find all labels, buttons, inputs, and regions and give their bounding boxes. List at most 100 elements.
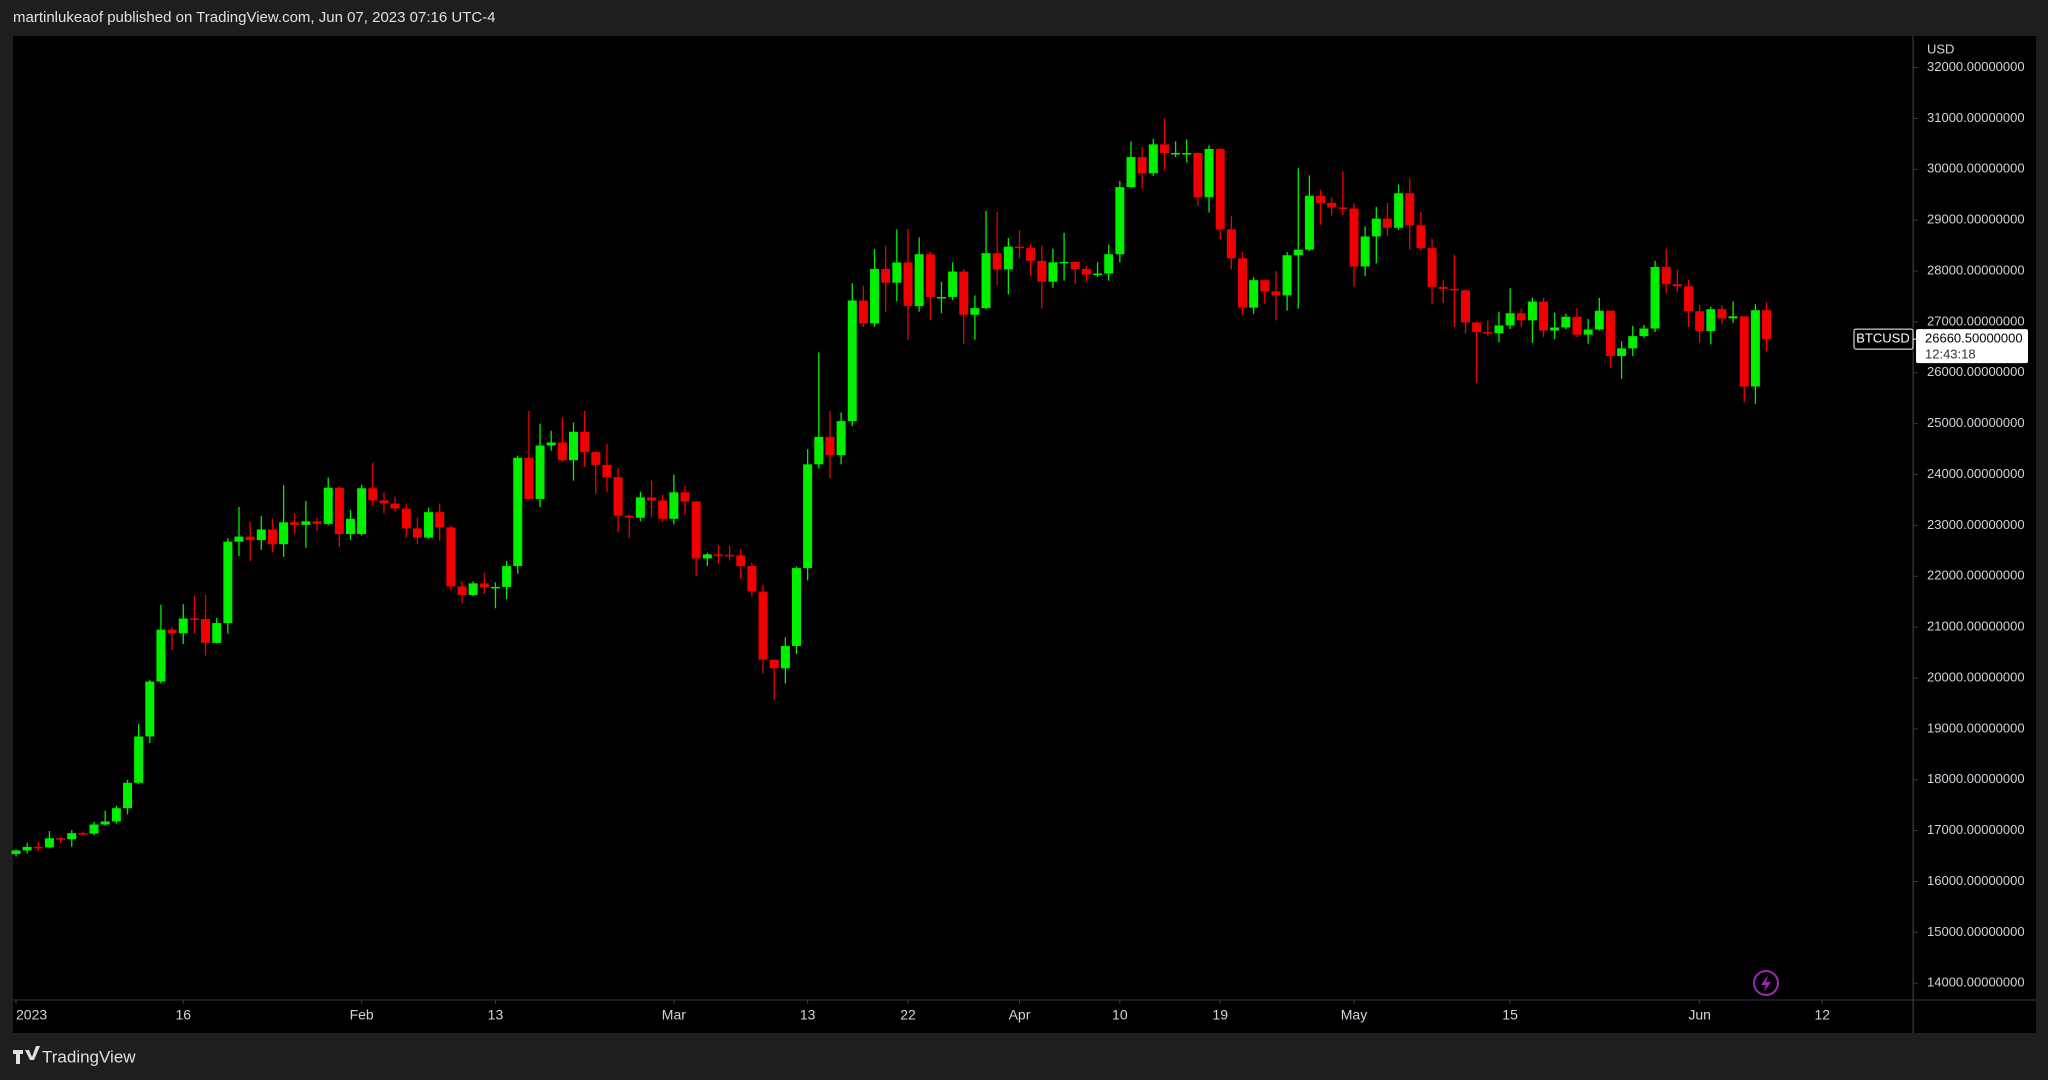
last-price-label: 26660.50000000 (1925, 331, 2023, 346)
candle-body (435, 512, 445, 528)
candle-body (123, 782, 132, 809)
candle-body (1081, 268, 1091, 275)
y-tick-label: 17000.00000000 (1927, 822, 2025, 837)
candle-body (792, 568, 801, 646)
candle-body (647, 497, 657, 501)
candle-body (479, 583, 489, 588)
candle-body (1215, 148, 1225, 230)
candle-body (1594, 310, 1604, 330)
x-tick-label: May (1341, 1007, 1367, 1023)
candle-body (1260, 280, 1270, 292)
candle-body (1015, 246, 1024, 249)
candle-body (1438, 286, 1448, 289)
candle-body (1159, 144, 1169, 154)
lightning-icon[interactable] (1753, 970, 1779, 996)
candle-body (1527, 301, 1537, 321)
y-tick-label: 27000.00000000 (1927, 313, 2025, 328)
candle-body (89, 824, 99, 834)
y-tick-label: 21000.00000000 (1927, 619, 2025, 634)
candle-body (1238, 258, 1247, 308)
candle-body (245, 536, 255, 541)
x-tick-label: 10 (1112, 1007, 1128, 1023)
y-tick-label: 23000.00000000 (1927, 517, 2025, 532)
price-axis (1914, 36, 2036, 1033)
candle-body (936, 296, 946, 299)
logo (13, 1046, 40, 1064)
candle-body (1003, 246, 1013, 270)
y-tick-label: 18000.00000000 (1927, 771, 2025, 786)
candle-body (1193, 153, 1203, 198)
candle-body (1516, 313, 1526, 321)
x-tick-label: 16 (175, 1007, 191, 1023)
y-tick-label: 31000.00000000 (1927, 110, 2025, 125)
candle-body (1316, 195, 1326, 203)
candle-body (312, 521, 322, 524)
x-tick-label: Feb (350, 1007, 374, 1023)
candle-body (713, 554, 723, 556)
y-tick-label: 15000.00000000 (1927, 924, 2025, 939)
candle-body (780, 645, 790, 669)
y-tick-label: 14000.00000000 (1927, 975, 2025, 990)
candle-body (1271, 291, 1281, 296)
candle-body (1048, 262, 1058, 282)
candle-body (847, 300, 857, 422)
candle-body (814, 436, 824, 465)
x-tick-label: 2023 (16, 1007, 47, 1023)
candle-body (1304, 195, 1314, 250)
candle-body (602, 464, 612, 478)
y-tick-label: 26000.00000000 (1927, 364, 2025, 379)
x-tick-label: 12 (1815, 1007, 1831, 1023)
candle-body (1204, 148, 1214, 198)
candle-body (959, 271, 969, 315)
y-tick-label: 16000.00000000 (1927, 873, 2025, 888)
candle-body (1505, 313, 1515, 326)
y-tick-label: 24000.00000000 (1927, 466, 2025, 481)
x-tick-label: Jun (1688, 1007, 1711, 1023)
candle-body (803, 464, 813, 569)
candle-body (234, 536, 244, 542)
candle-body (1706, 309, 1716, 332)
candle-body (981, 253, 991, 309)
candle-body (1037, 260, 1047, 282)
candle-body (1650, 266, 1660, 329)
candle-body (201, 618, 211, 643)
candle-body (457, 586, 467, 596)
candle-body (747, 566, 757, 592)
candle-body (1695, 311, 1705, 332)
plot-area (13, 36, 1913, 1033)
candle-body (546, 442, 556, 446)
candle-body (468, 583, 478, 596)
candle-body (33, 846, 43, 849)
candle-body (580, 431, 590, 453)
candle-body (1327, 202, 1337, 208)
candle-body (1394, 193, 1404, 228)
candle-body (1494, 325, 1504, 334)
candle-body (301, 521, 311, 525)
candle-body (1750, 310, 1760, 387)
candle-body (1684, 286, 1693, 312)
candle-body (1115, 187, 1125, 255)
candle-body (1416, 225, 1426, 249)
candle-body (368, 488, 378, 501)
candle-body (658, 500, 668, 519)
x-tick-label: 19 (1212, 1007, 1228, 1023)
candle-body (1293, 249, 1303, 256)
candle-body (22, 846, 32, 851)
y-tick-label: 22000.00000000 (1927, 568, 2025, 583)
y-tick-label: 32000.00000000 (1927, 59, 2025, 74)
candle-body (1405, 193, 1415, 226)
y-tick-label: 19000.00000000 (1927, 720, 2025, 735)
candle-body (1226, 229, 1236, 259)
candle-body (1762, 310, 1772, 340)
candle-body (1148, 144, 1158, 174)
x-tick-label: 22 (900, 1007, 916, 1023)
candle-body (725, 554, 735, 557)
candle-body (189, 618, 199, 620)
candle-body (279, 522, 289, 545)
candle-body (390, 503, 400, 509)
candle-body (502, 566, 512, 587)
candle-body (1126, 157, 1136, 188)
candle-body (1070, 261, 1080, 269)
candle-body (1728, 316, 1738, 319)
